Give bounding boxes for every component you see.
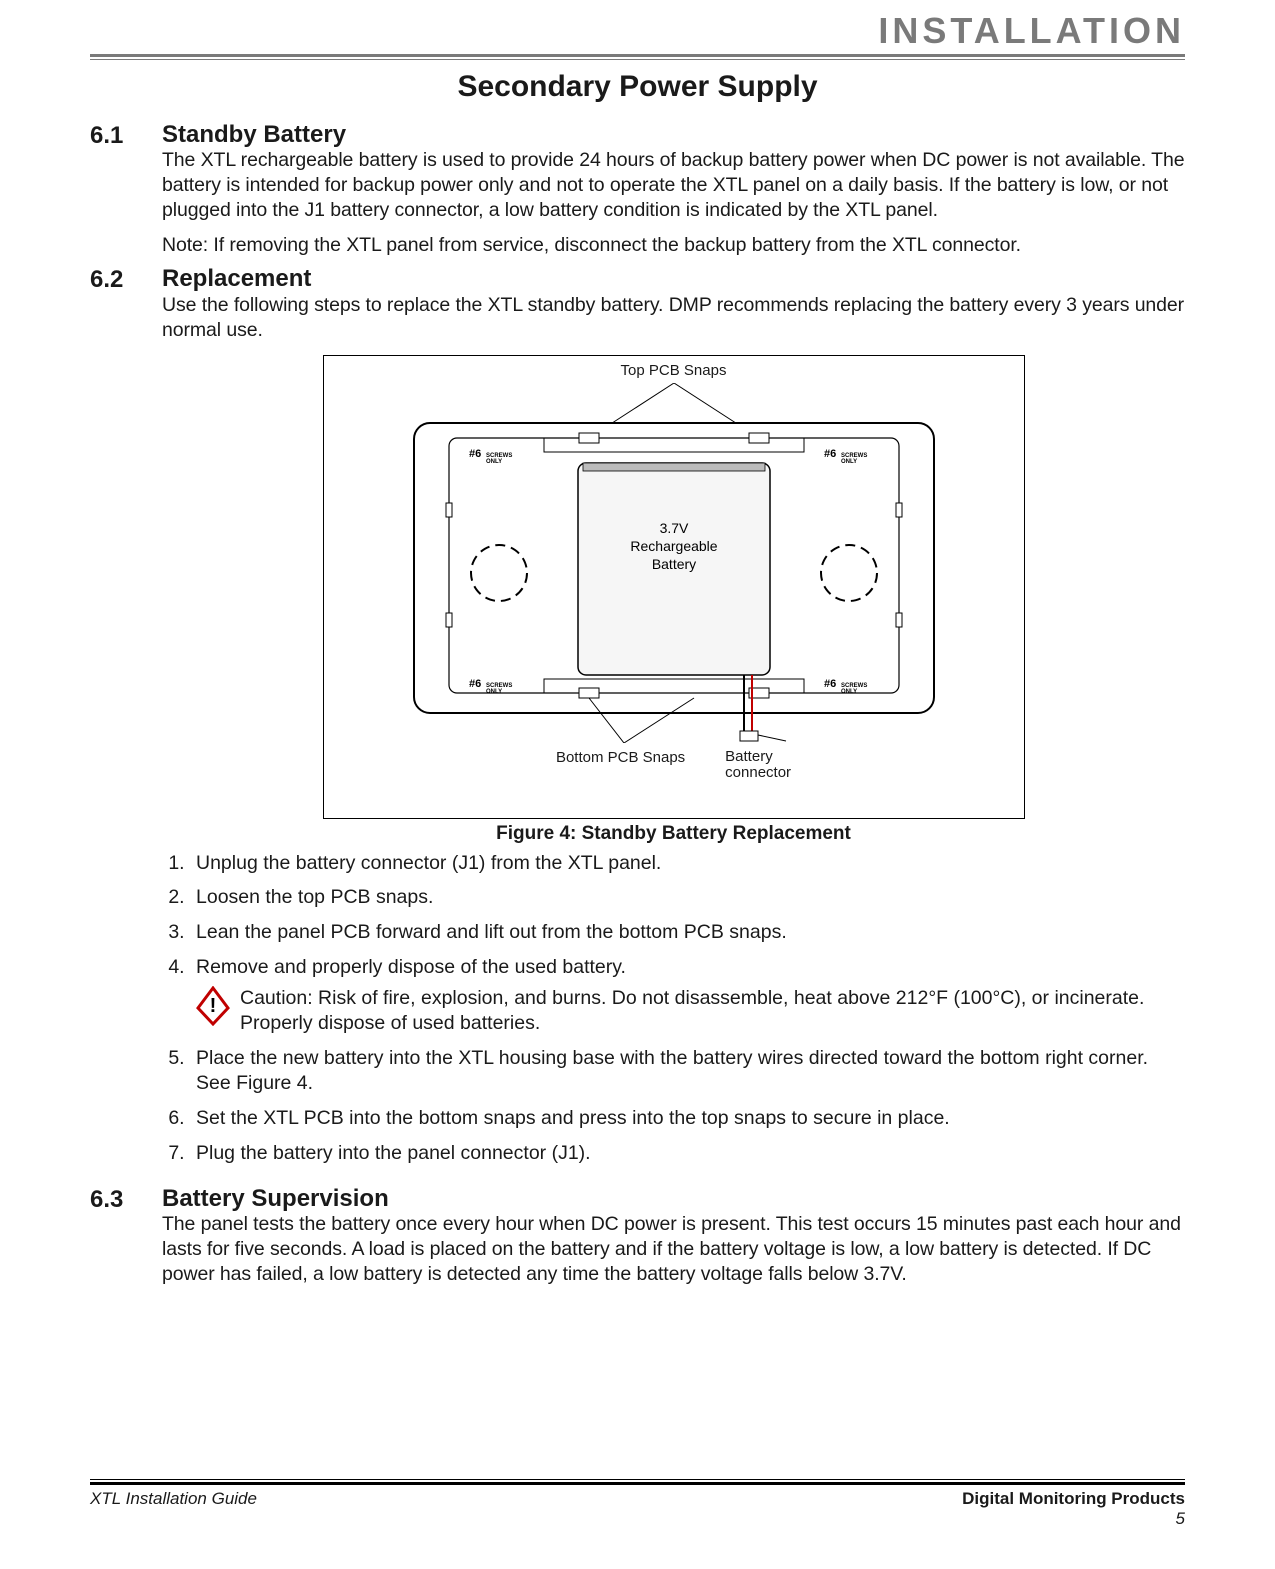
step: Set the XTL PCB into the bottom snaps an…	[190, 1106, 1185, 1131]
figure-battery-label-1: 3.7V	[659, 520, 688, 536]
section-6-3: 6.3 Battery Supervision The panel tests …	[90, 1186, 1185, 1287]
body-text: The XTL rechargeable battery is used to …	[162, 148, 1185, 223]
svg-text:ONLY: ONLY	[486, 689, 502, 695]
step: Lean the panel PCB forward and lift out …	[190, 920, 1185, 945]
section-heading: Replacement	[162, 266, 1185, 292]
step: Loosen the top PCB snaps.	[190, 885, 1185, 910]
svg-text:#6: #6	[469, 448, 481, 460]
page-title: Secondary Power Supply	[90, 70, 1185, 104]
caution-text: Caution: Risk of fire, explosion, and bu…	[240, 986, 1185, 1036]
svg-text:#6: #6	[469, 678, 481, 690]
body-text: Note: If removing the XTL panel from ser…	[162, 233, 1185, 258]
footer-right: Digital Monitoring Products	[962, 1489, 1185, 1509]
header-rules	[90, 54, 1185, 60]
step: Place the new battery into the XTL housi…	[190, 1046, 1185, 1096]
section-6-2: 6.2 Replacement Use the following steps …	[90, 266, 1185, 1176]
figure-battery-label-3: Battery	[651, 556, 695, 572]
section-heading: Battery Supervision	[162, 1186, 1185, 1212]
footer-left: XTL Installation Guide	[90, 1489, 257, 1509]
header-band: INSTALLATION	[90, 10, 1185, 52]
svg-text:#6: #6	[824, 678, 836, 690]
step: Remove and properly dispose of the used …	[190, 955, 1185, 1036]
body-text: The panel tests the battery once every h…	[162, 1212, 1185, 1287]
section-heading: Standby Battery	[162, 122, 1185, 148]
svg-text:ONLY: ONLY	[841, 689, 857, 695]
svg-text:ONLY: ONLY	[841, 459, 857, 465]
figure-label-bottom-right: Battery connector	[725, 749, 791, 782]
caution-icon: !	[196, 986, 230, 1026]
figure-label-top: Top PCB Snaps	[374, 362, 974, 379]
section-number: 6.3	[90, 1186, 144, 1287]
figure-svg: #6SCREWSONLY #6SCREWSONLY #6SCREWSONLY #…	[394, 383, 954, 743]
section-number: 6.1	[90, 122, 144, 258]
figure-battery-label-2: Rechargeable	[630, 538, 717, 554]
page-footer: XTL Installation Guide Digital Monitorin…	[90, 1479, 1185, 1529]
svg-text:#6: #6	[824, 448, 836, 460]
figure-4: Top PCB Snaps	[162, 355, 1185, 845]
figure-label-bottom-left: Bottom PCB Snaps	[556, 749, 685, 782]
step: Unplug the battery connector (J1) from t…	[190, 851, 1185, 876]
replacement-steps: Unplug the battery connector (J1) from t…	[162, 851, 1185, 1167]
figure-caption: Figure 4: Standby Battery Replacement	[162, 823, 1185, 845]
body-text: Use the following steps to replace the X…	[162, 293, 1185, 343]
footer-page-number: 5	[90, 1509, 1185, 1529]
svg-text:!: !	[210, 995, 217, 1017]
section-number: 6.2	[90, 266, 144, 1176]
section-6-1: 6.1 Standby Battery The XTL rechargeable…	[90, 122, 1185, 258]
step: Plug the battery into the panel connecto…	[190, 1141, 1185, 1166]
svg-text:ONLY: ONLY	[486, 459, 502, 465]
